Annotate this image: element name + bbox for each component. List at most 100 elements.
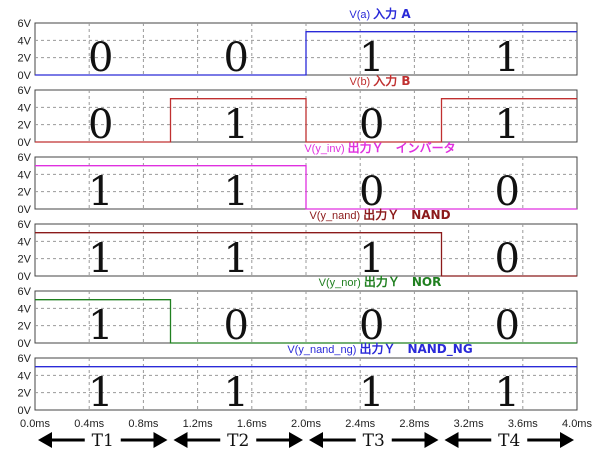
logic-digit: 1 <box>495 102 520 148</box>
y-tick-label: 2V <box>18 321 32 333</box>
logic-digit: 0 <box>224 303 249 349</box>
trace-title: V(y_inv) 出力Ｙ インバータ <box>304 140 455 155</box>
trace-description: 出力Ｙ NAND_NG <box>359 341 472 357</box>
trace-panel-4: 0V 2V 4V 6V V(y_nor) 出力Ｙ NOR 1 0 0 0 <box>18 274 578 350</box>
period-marker: T2 <box>173 431 303 451</box>
y-tick-label: 0V <box>18 204 32 216</box>
logic-digit: 0 <box>359 169 384 215</box>
logic-digit: 0 <box>495 303 520 349</box>
waveform-line <box>35 232 577 277</box>
y-tick-label: 0V <box>18 70 32 82</box>
period-marker: T4 <box>444 431 574 451</box>
arrow-left-icon <box>38 432 52 448</box>
y-tick-label: 6V <box>18 219 32 231</box>
period-marker: T3 <box>309 431 439 451</box>
arrow-right-icon <box>289 432 303 448</box>
trace-title: V(y_nand) 出力Ｙ NAND <box>309 207 450 222</box>
y-tick-label: 6V <box>18 18 32 30</box>
logic-digit: 1 <box>224 169 249 215</box>
logic-digit: 1 <box>88 236 113 282</box>
logic-digit: 1 <box>224 236 249 282</box>
y-tick-label: 4V <box>18 236 32 248</box>
y-tick-label: 2V <box>18 254 32 266</box>
trace-name: V(b) <box>349 76 370 88</box>
x-tick-label: 2.0ms <box>291 418 321 430</box>
logic-digit: 1 <box>495 370 520 416</box>
x-tick-label: 3.2ms <box>454 418 484 430</box>
y-tick-label: 4V <box>18 102 32 114</box>
period-label: T4 <box>498 431 520 451</box>
trace-description: 入力 A <box>373 6 411 21</box>
x-tick-label: 4.0ms <box>562 418 592 430</box>
x-tick-label: 2.4ms <box>345 418 375 430</box>
logic-digit: 1 <box>88 303 113 349</box>
waveform-line <box>35 165 577 210</box>
logic-digit: 1 <box>359 35 384 81</box>
arrow-right-icon <box>424 432 439 448</box>
logic-digit: 0 <box>495 169 520 215</box>
trace-description: 入力 B <box>373 73 410 88</box>
logic-digit: 0 <box>359 102 384 148</box>
logic-digit: 0 <box>88 102 113 148</box>
trace-panel-3: 0V 2V 4V 6V V(y_nand) 出力Ｙ NAND 1 1 1 0 <box>18 207 578 283</box>
logic-digit: 0 <box>359 303 384 349</box>
logic-digit: 1 <box>224 102 249 148</box>
x-tick-label: 1.2ms <box>183 418 213 430</box>
logic-digit: 1 <box>224 370 249 416</box>
logic-digit: 1 <box>88 370 113 416</box>
logic-digit: 1 <box>359 236 384 282</box>
arrow-left-icon <box>444 432 459 448</box>
waveform-line <box>35 31 577 76</box>
y-tick-label: 2V <box>18 120 32 132</box>
period-label: T1 <box>92 431 114 451</box>
logic-digit: 0 <box>224 35 249 81</box>
trace-name: V(y_nor) <box>319 277 361 289</box>
logic-digit: 0 <box>88 35 113 81</box>
trace-title: V(y_nand_ng) 出力Ｙ NAND_NG <box>287 341 472 357</box>
period-marker: T1 <box>38 431 168 451</box>
waveform-line <box>35 299 577 344</box>
trace-panel-1: 0V 2V 4V 6V V(b) 入力 B 0 1 0 1 <box>18 73 578 149</box>
trace-description: 出力Ｙ NAND <box>363 207 450 222</box>
x-tick-label: 0.0ms <box>20 418 50 430</box>
trace-title: V(b) 入力 B <box>349 73 410 88</box>
waveform-line <box>35 98 577 143</box>
trace-description: 出力Ｙ NOR <box>364 274 442 289</box>
trace-panel-5: 0V 2V 4V 6V V(y_nand_ng) 出力Ｙ NAND_NG 1 1 1 1 <box>18 341 578 417</box>
trace-name: V(a) <box>349 9 370 21</box>
x-tick-label: 3.6ms <box>508 418 538 430</box>
y-tick-label: 0V <box>18 405 32 417</box>
trace-panel-0: 0V 2V 4V 6V V(a) 入力 A 0 0 1 1 <box>18 6 578 82</box>
x-tick-label: 0.4ms <box>74 418 104 430</box>
y-tick-label: 4V <box>18 35 32 47</box>
y-tick-label: 6V <box>18 85 32 97</box>
y-tick-label: 6V <box>18 286 32 298</box>
logic-digit: 1 <box>495 35 520 81</box>
trace-title: V(y_nor) 出力Ｙ NOR <box>319 274 442 289</box>
arrow-left-icon <box>309 432 323 448</box>
trace-panel-2: 0V 2V 4V 6V V(y_inv) 出力Ｙ インバータ 1 1 0 0 <box>18 140 578 216</box>
trace-name: V(y_inv) <box>304 143 344 155</box>
x-tick-label: 1.6ms <box>237 418 267 430</box>
period-label: T3 <box>363 431 385 451</box>
y-tick-label: 2V <box>18 53 32 65</box>
y-tick-label: 6V <box>18 152 32 164</box>
y-tick-label: 4V <box>18 370 32 382</box>
logic-digit: 1 <box>359 370 384 416</box>
y-tick-label: 6V <box>18 353 32 365</box>
arrow-left-icon <box>173 432 188 448</box>
logic-digit: 1 <box>88 169 113 215</box>
y-tick-label: 0V <box>18 271 32 283</box>
arrow-right-icon <box>153 432 168 448</box>
period-label: T2 <box>227 431 249 451</box>
y-tick-label: 0V <box>18 338 32 350</box>
y-tick-label: 2V <box>18 388 32 400</box>
trace-title: V(a) 入力 A <box>349 6 411 21</box>
arrow-right-icon <box>560 432 574 448</box>
y-tick-label: 0V <box>18 137 32 149</box>
x-tick-label: 2.8ms <box>399 418 429 430</box>
trace-description: 出力Ｙ インバータ <box>348 140 456 155</box>
logic-digit: 0 <box>495 236 520 282</box>
trace-name: V(y_nand) <box>309 210 360 222</box>
